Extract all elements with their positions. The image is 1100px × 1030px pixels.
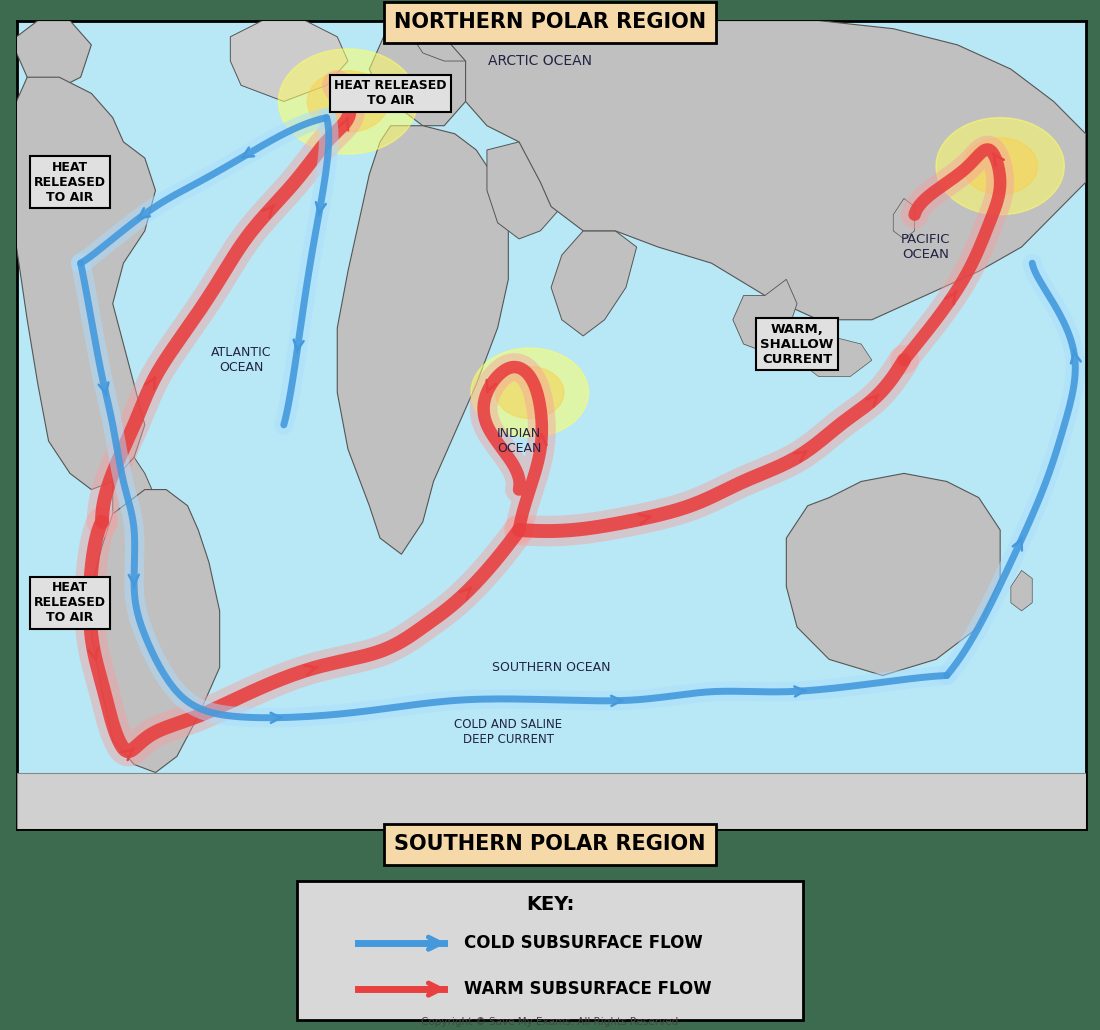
Text: PACIFIC
OCEAN: PACIFIC OCEAN (901, 233, 950, 261)
Polygon shape (370, 21, 487, 126)
Polygon shape (16, 21, 91, 94)
Text: SOUTHERN OCEAN: SOUTHERN OCEAN (492, 661, 610, 674)
Polygon shape (487, 142, 572, 239)
Text: HEAT
RELEASED
TO AIR: HEAT RELEASED TO AIR (34, 161, 106, 204)
Text: ARCTIC OCEAN: ARCTIC OCEAN (488, 54, 593, 68)
Polygon shape (893, 199, 914, 239)
Circle shape (962, 138, 1037, 195)
Polygon shape (1011, 571, 1032, 611)
Text: HEAT
RELEASED
TO AIR: HEAT RELEASED TO AIR (34, 581, 106, 624)
Polygon shape (412, 21, 476, 61)
Circle shape (307, 71, 388, 132)
Bar (16, 772, 1086, 829)
Circle shape (495, 367, 564, 418)
Polygon shape (786, 474, 1000, 676)
FancyBboxPatch shape (297, 881, 803, 1020)
Polygon shape (798, 336, 872, 376)
Polygon shape (230, 21, 348, 102)
Polygon shape (733, 279, 798, 352)
Text: ATLANTIC
OCEAN: ATLANTIC OCEAN (211, 346, 272, 374)
Circle shape (471, 348, 588, 437)
Text: COLD SUBSURFACE FLOW: COLD SUBSURFACE FLOW (464, 934, 703, 952)
Circle shape (936, 117, 1065, 214)
Text: SOUTHERN POLAR REGION: SOUTHERN POLAR REGION (394, 834, 706, 854)
Polygon shape (112, 457, 155, 530)
Text: Copyright © Save My Exams. All Rights Reserved: Copyright © Save My Exams. All Rights Re… (421, 1017, 679, 1027)
Text: WARM,
SHALLOW
CURRENT: WARM, SHALLOW CURRENT (760, 322, 834, 366)
Polygon shape (422, 21, 1086, 319)
Circle shape (278, 48, 418, 154)
Polygon shape (91, 489, 220, 772)
Polygon shape (338, 126, 508, 554)
Text: COLD AND SALINE
DEEP CURRENT: COLD AND SALINE DEEP CURRENT (454, 718, 562, 746)
Text: KEY:: KEY: (526, 895, 574, 914)
Polygon shape (16, 77, 155, 489)
Text: INDIAN
OCEAN: INDIAN OCEAN (497, 427, 541, 455)
Text: NORTHERN POLAR REGION: NORTHERN POLAR REGION (394, 12, 706, 32)
Text: WARM SUBSURFACE FLOW: WARM SUBSURFACE FLOW (464, 981, 712, 998)
Text: HEAT RELEASED
TO AIR: HEAT RELEASED TO AIR (334, 79, 447, 107)
Polygon shape (551, 231, 637, 336)
